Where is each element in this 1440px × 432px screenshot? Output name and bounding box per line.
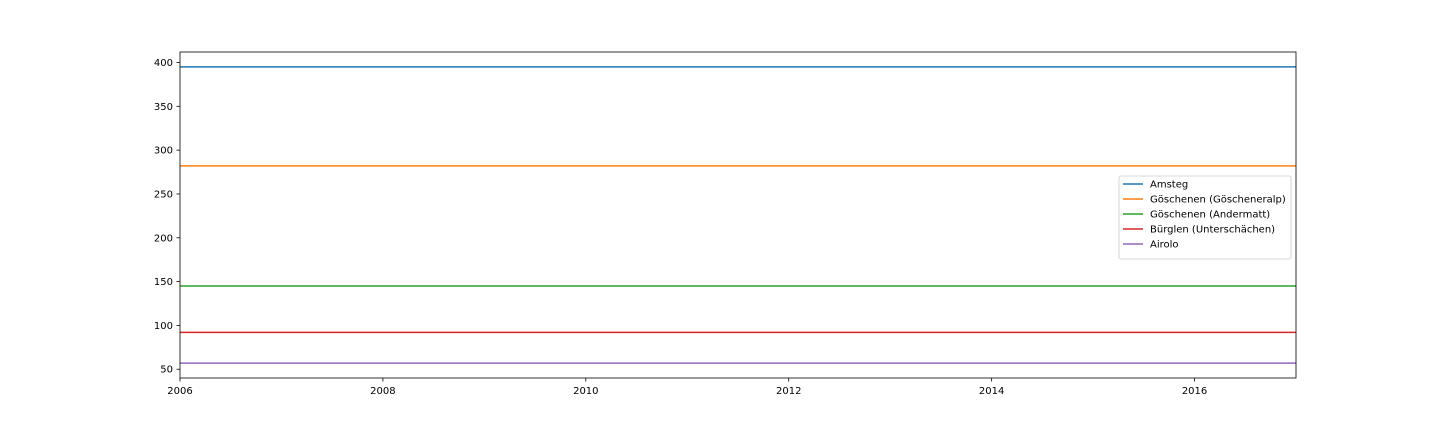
y-tick-label: 100 <box>154 321 173 332</box>
x-tick-label: 2012 <box>776 386 801 397</box>
y-tick-label: 250 <box>154 189 173 200</box>
legend-label-4: Bürglen (Unterschächen) <box>1150 225 1275 236</box>
y-tick-label: 200 <box>154 233 173 244</box>
series-layer <box>180 66 1296 364</box>
plot-frame <box>179 51 1297 379</box>
legend-label-5: Airolo <box>1150 240 1179 251</box>
legend-label-1: Amsteg <box>1150 180 1188 191</box>
x-tick-label: 2016 <box>1182 386 1207 397</box>
x-tick-label: 2010 <box>573 386 598 397</box>
legend-label-2: Göschenen (Göscheneralp) <box>1150 195 1286 206</box>
axes-layer: 2006 2008 2010 2012 2014 2016 50 100 150 200 250 30… <box>154 51 1297 397</box>
y-tick-label: 400 <box>154 58 173 69</box>
x-tick-label: 2008 <box>370 386 395 397</box>
legend-label-3: Göschenen (Andermatt) <box>1150 210 1270 221</box>
y-tick-label: 350 <box>154 102 173 113</box>
y-tick-label: 300 <box>154 146 173 157</box>
y-tick-label: 50 <box>160 365 173 376</box>
legend-box <box>1118 175 1292 260</box>
x-tick-label: 2006 <box>167 386 192 397</box>
legend: Amsteg Göschenen (Göscheneralp) Göschenen … <box>1118 175 1292 260</box>
x-tick-label: 2014 <box>979 386 1004 397</box>
y-tick-label: 150 <box>154 277 173 288</box>
